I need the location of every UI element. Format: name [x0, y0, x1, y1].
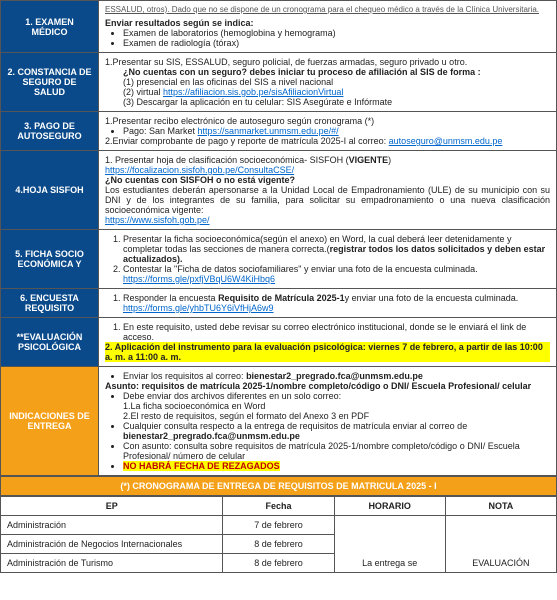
row7-highlight: 2. Aplicación del instrumento para la ev… [105, 342, 550, 362]
row2-q: ¿No cuentas con un seguro? debes iniciar… [123, 67, 550, 77]
row8-b2: Debe enviar dos archivos diferentes en u… [123, 391, 550, 401]
sched-fecha: 7 de febrero [223, 516, 334, 535]
row-8-content: Enviar los requisitos al correo: bienest… [99, 367, 557, 476]
row-6-content: Responder la encuesta Requisito de Matrí… [99, 289, 557, 318]
row8-warn: NO HABRÁ FECHA DE REZAGADOS [123, 461, 280, 471]
sched-col-nota: NOTA [445, 497, 556, 516]
row2-sub2-t: (2) virtual [123, 87, 163, 97]
row2-sub2-link[interactable]: https://afiliacion.sis.gob.pe/sisAfiliac… [163, 87, 343, 97]
row4-link2[interactable]: https://www.sisfoh.gob.pe/ [105, 215, 210, 225]
row3-i2-pre: Pago: San Market [123, 126, 198, 136]
row4-p1-bold: VIGENTE [349, 155, 389, 165]
row1-lead: Enviar resultados según se indica: [105, 18, 550, 28]
row-3-content: 1.Presentar recibo electrónico de autose… [99, 112, 557, 151]
row2-lead: Presentar su SIS, ESSALUD, seguro polici… [113, 57, 468, 67]
row3-i2-link[interactable]: https://sanmarket.unmsm.edu.pe/#/ [198, 126, 339, 136]
row4-p1-post: ) [388, 155, 391, 165]
row4-p1-pre: 1. Presentar hoja de clasificación socio… [105, 155, 349, 165]
sched-col-fecha: Fecha [223, 497, 334, 516]
row-6-head: 6. ENCUESTA REQUISITO [1, 289, 99, 318]
row-8-head: INDICACIONES DE ENTREGA [1, 367, 99, 476]
row6-link[interactable]: https://forms.gle/yhbTU6Y6iVfHjA6w9 [123, 303, 274, 313]
row5-n1: Presentar la ficha socioeconómica(según … [123, 234, 550, 264]
row3-l2-pre: 2.Enviar comprobante de pago y reporte d… [105, 136, 389, 146]
row2-sub3: (3) Descargar la aplicación en tu celula… [123, 97, 550, 107]
row8-s2: 2.El resto de requisitos, según el forma… [123, 411, 550, 421]
sched-ep: Administración [1, 516, 223, 535]
row5-n2: Contestar la "Ficha de datos sociofamili… [123, 264, 550, 274]
row1-fragment: ESSALUD, otros). Dado que no se dispone … [105, 5, 550, 14]
sched-col-horario: HORARIO [334, 497, 445, 516]
row6-n1: Responder la encuesta Requisito de Matrí… [123, 293, 550, 303]
row1-bullet: Examen de laboratorios (hemoglobina y he… [123, 28, 550, 38]
schedule-table: EP Fecha HORARIO NOTA Administración 7 d… [0, 496, 557, 573]
row5-link[interactable]: https://forms.gle/pxfjVBqU6W4KiHbq6 [123, 274, 275, 284]
sched-horario: La entrega se [334, 516, 445, 573]
row-7-head: **EVALUACIÓN PSICOLÓGICA [1, 318, 99, 367]
row8-b3-bold: bienestar2_pregrado.fca@unmsm.edu.pe [123, 431, 300, 441]
row4-q: ¿No cuentas con SISFOH o no está vigente… [105, 175, 550, 185]
row-4-content: 1. Presentar hoja de clasificación socio… [99, 151, 557, 230]
row8-asunto: Asunto: requisitos de matrícula 2025-1/n… [105, 381, 550, 391]
sched-col-ep: EP [1, 497, 223, 516]
row7-n1: En este requisito, usted debe revisar su… [123, 322, 550, 342]
row-1-content: ESSALUD, otros). Dado que no se dispone … [99, 1, 557, 53]
row-1-head: 1. EXAMEN MÉDICO [1, 1, 99, 53]
row4-link1[interactable]: https://focalizacion.sisfoh.gob.pe/Consu… [105, 165, 294, 175]
row8-b1-bold: bienestar2_pregrado.fca@unmsm.edu.pe [246, 371, 423, 381]
row8-b1-pre: Enviar los requisitos al correo: [123, 371, 246, 381]
row8-b4: Con asunto: consulta sobre requisitos de… [123, 441, 550, 461]
schedule-title: (*) CRONOGRAMA DE ENTREGA DE REQUISITOS … [0, 476, 557, 496]
sched-ep: Administración de Negocios Internacional… [1, 535, 223, 554]
row1-bullet: Examen de radiología (tórax) [123, 38, 550, 48]
sched-nota: EVALUACIÓN [445, 516, 556, 573]
row3-i1: Presentar recibo electrónico de autosegu… [113, 116, 375, 126]
row-5-content: Presentar la ficha socioeconómica(según … [99, 230, 557, 289]
row-3-head: 3. PAGO DE AUTOSEGURO [1, 112, 99, 151]
row4-p2: Los estudiantes deberán apersonarse a la… [105, 185, 550, 215]
row2-sub1: (1) presencial en las oficinas del SIS a… [123, 77, 550, 87]
sched-fecha: 8 de febrero [223, 535, 334, 554]
sched-ep: Administración de Turismo [1, 554, 223, 573]
row-4-head: 4.HOJA SISFOH [1, 151, 99, 230]
row-7-content: En este requisito, usted debe revisar su… [99, 318, 557, 367]
row3-l2-link[interactable]: autoseguro@unmsm.edu.pe [389, 136, 503, 146]
row8-s1: 1.La ficha socioeconómica en Word [123, 401, 550, 411]
row-5-head: 5. FICHA SOCIO ECONÓMICA Y [1, 230, 99, 289]
row-2-head: 2. CONSTANCIA DE SEGURO DE SALUD [1, 53, 99, 112]
row-2-content: 1.Presentar su SIS, ESSALUD, seguro poli… [99, 53, 557, 112]
sched-fecha: 8 de febrero [223, 554, 334, 573]
row8-b3-pre: Cualquier consulta respecto a la entrega… [123, 421, 467, 431]
requirements-table: 1. EXAMEN MÉDICO ESSALUD, otros). Dado q… [0, 0, 557, 476]
